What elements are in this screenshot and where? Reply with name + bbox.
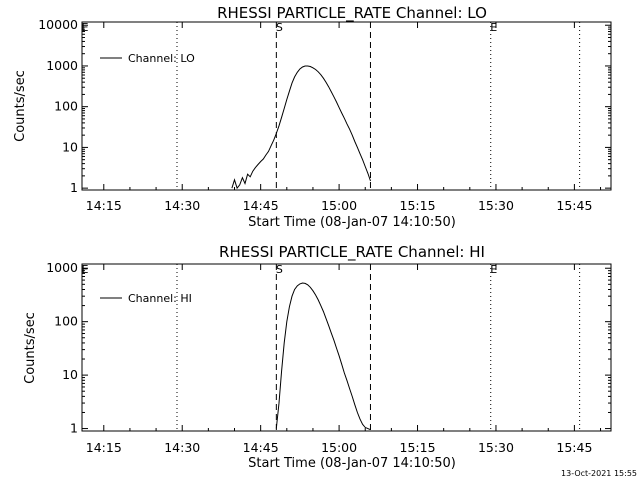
x-tick-label-hi-4: 15:15 [400, 440, 436, 455]
x-tick-label-hi-5: 15:30 [478, 440, 514, 455]
series-line-hi-0 [275, 282, 371, 431]
x-tick-label-lo-6: 15:45 [556, 198, 592, 213]
x-tick-label-hi-1: 14:30 [164, 440, 200, 455]
time-markers-hi: S EE [82, 263, 581, 431]
panel-hi: RHESSI PARTICLE_RATE Channel: HI Start T… [23, 243, 612, 471]
chart-title-lo: RHESSI PARTICLE_RATE Channel: LO [217, 4, 487, 23]
marker-label-lo-5: E [82, 21, 89, 34]
marker-label-hi-2: E [490, 263, 497, 276]
legend-lo: Channel: LO [100, 52, 195, 65]
marker-label-hi-5: E [82, 263, 89, 276]
x-tick-label-hi-6: 15:45 [556, 440, 592, 455]
x-ticks-lo: 14:15 14:30 14:45 15:00 15:15 15:30 15:45 [86, 22, 602, 213]
timestamp-footer: 13-Oct-2021 15:55 [561, 469, 637, 478]
y-axis-label-lo: Counts/sec [13, 70, 28, 142]
x-tick-label-lo-0: 14:15 [86, 198, 122, 213]
y-tick-label-lo-4: 10000 [38, 17, 78, 32]
y-tick-label-lo-3: 1000 [46, 58, 78, 73]
x-axis-label-hi: Start Time (08-Jan-07 14:10:50) [248, 456, 456, 471]
marker-label-lo-0: S [276, 21, 283, 34]
x-tick-label-lo-4: 15:15 [400, 198, 436, 213]
x-tick-label-lo-5: 15:30 [478, 198, 514, 213]
y-tick-label-lo-0: 1 [70, 180, 78, 195]
y-tick-label-hi-3: 1000 [46, 260, 78, 275]
series-lo [231, 65, 371, 190]
y-tick-label-hi-1: 10 [62, 367, 78, 382]
legend-hi: Channel: HI [100, 292, 192, 305]
panel-lo: RHESSI PARTICLE_RATE Channel: LO Start T… [13, 4, 612, 230]
x-tick-label-lo-2: 14:45 [243, 198, 279, 213]
legend-label-hi: Channel: HI [128, 292, 192, 305]
series-hi [275, 282, 371, 431]
marker-label-lo-2: E [490, 21, 497, 34]
plot-frame-lo [81, 21, 612, 191]
y-tick-label-lo-2: 100 [54, 99, 78, 114]
x-tick-label-lo-3: 15:00 [321, 198, 357, 213]
x-tick-label-lo-1: 14:30 [164, 198, 200, 213]
y-axis-label-hi: Counts/sec [23, 312, 38, 384]
series-line-lo-0 [231, 65, 371, 190]
y-tick-label-hi-2: 100 [54, 314, 78, 329]
marker-label-hi-0: S [276, 263, 283, 276]
x-tick-label-hi-2: 14:45 [243, 440, 279, 455]
x-axis-label-lo: Start Time (08-Jan-07 14:10:50) [248, 215, 456, 230]
x-ticks-hi: 14:15 14:30 14:45 15:00 15:15 15:30 15:45 [86, 264, 602, 455]
y-tick-label-lo-1: 10 [62, 139, 78, 154]
plot-frame-hi [81, 263, 612, 432]
x-tick-label-hi-0: 14:15 [86, 440, 122, 455]
time-markers-lo: S EE [82, 21, 581, 190]
x-tick-label-hi-3: 15:00 [321, 440, 357, 455]
y-ticks-lo: 1 10 100 1000 10000 [38, 17, 611, 195]
legend-label-lo: Channel: LO [128, 52, 195, 65]
y-tick-label-hi-0: 1 [70, 421, 78, 436]
chart-title-hi: RHESSI PARTICLE_RATE Channel: HI [219, 243, 485, 262]
y-ticks-hi: 1 10 100 1000 [46, 260, 611, 436]
